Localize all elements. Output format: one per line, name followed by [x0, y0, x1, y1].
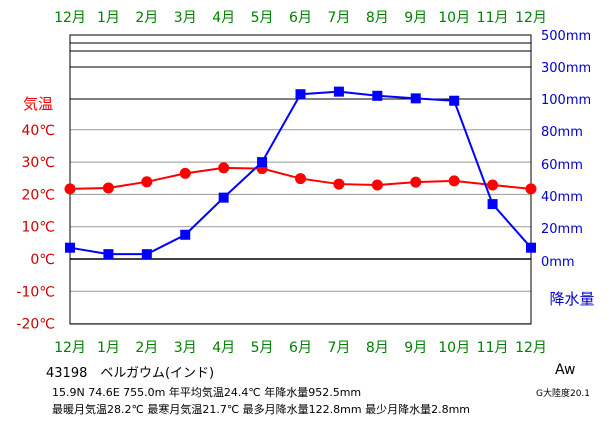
- month-label-bottom: 11月: [477, 340, 509, 356]
- left-tick-label: -20℃: [16, 317, 55, 333]
- left-axis-title: 気温: [23, 95, 53, 113]
- left-tick-label: 20℃: [21, 187, 55, 203]
- precipitation-point: [333, 86, 344, 97]
- precipitation-point: [449, 95, 460, 106]
- continentality-index: G大陸度20.1: [536, 389, 591, 399]
- month-label-bottom: 12月: [515, 340, 547, 356]
- precipitation-point: [180, 229, 191, 240]
- right-tick-label: 500mm: [541, 29, 591, 44]
- month-label-top: 8月: [366, 10, 389, 26]
- precipitation-point: [487, 199, 498, 210]
- temperature-point: [141, 176, 153, 188]
- plot-frame: [69, 34, 532, 325]
- month-label-top: 10月: [438, 10, 470, 26]
- left-tick-label: 40℃: [21, 123, 55, 139]
- month-label-bottom: 5月: [251, 340, 274, 356]
- temperature-point: [333, 178, 345, 190]
- month-label-bottom: 12月: [54, 340, 86, 356]
- right-tick-label: 300mm: [541, 61, 591, 76]
- precipitation-point: [218, 192, 229, 203]
- month-label-top: 2月: [135, 10, 158, 26]
- precipitation-point: [257, 157, 268, 168]
- station-name: 43198 ベルガウム(インド): [46, 366, 215, 381]
- precipitation-point: [103, 249, 114, 260]
- precipitation-line: [69, 90, 532, 256]
- month-label-bottom: 1月: [97, 340, 120, 356]
- temperature-point: [64, 183, 76, 195]
- station-extremes: 最暖月気温28.2℃ 最寒月気温21.7℃ 最多月降水量122.8mm 最少月降…: [52, 403, 471, 416]
- precipitation-point: [141, 249, 152, 260]
- month-label-bottom: 3月: [174, 340, 197, 356]
- temperature-point: [179, 167, 191, 179]
- precipitation-point: [295, 89, 306, 100]
- precipitation-point: [526, 242, 536, 253]
- month-label-top: 12月: [54, 10, 86, 26]
- month-label-bottom: 9月: [404, 340, 427, 356]
- right-tick-label: 60mm: [541, 158, 583, 173]
- month-label-bottom: 7月: [327, 340, 350, 356]
- left-tick-label: 30℃: [21, 155, 55, 171]
- right-tick-label: 20mm: [541, 222, 583, 237]
- right-tick-label: 0mm: [541, 255, 575, 270]
- right-tick-label: 40mm: [541, 190, 583, 205]
- station-summary: 15.9N 74.6E 755.0m 年平均気温24.4℃ 年降水量952.5m…: [52, 386, 362, 399]
- month-label-top: 5月: [251, 10, 274, 26]
- month-label-bottom: 8月: [366, 340, 389, 356]
- precipitation-point: [372, 90, 383, 101]
- month-label-bottom: 10月: [438, 340, 470, 356]
- month-label-top: 6月: [289, 10, 312, 26]
- precipitation-point: [410, 93, 421, 104]
- temperature-point: [448, 175, 460, 187]
- temperature-point: [525, 183, 537, 195]
- temperature-point: [102, 182, 114, 194]
- temperature-point: [295, 173, 306, 185]
- right-tick-label: 80mm: [541, 125, 583, 140]
- left-tick-label: 10℃: [21, 220, 55, 236]
- precipitation-point: [65, 242, 75, 253]
- temperature-point: [410, 176, 422, 188]
- month-label-top: 4月: [212, 10, 235, 26]
- right-tick-label: 100mm: [541, 93, 591, 108]
- month-label-top: 1月: [97, 10, 120, 26]
- temperature-point: [371, 179, 383, 191]
- right-axis-title: 降水量: [549, 290, 594, 308]
- month-label-top: 7月: [327, 10, 350, 26]
- temperature-point: [487, 179, 499, 191]
- month-label-bottom: 6月: [289, 340, 312, 356]
- left-tick-label: -10℃: [16, 284, 55, 300]
- month-label-top: 3月: [174, 10, 197, 26]
- month-label-bottom: 2月: [135, 340, 158, 356]
- month-label-top: 12月: [515, 10, 547, 26]
- left-tick-label: 0℃: [30, 252, 55, 268]
- temperature-point: [218, 162, 230, 174]
- month-label-top: 9月: [404, 10, 427, 26]
- koppen-class: Aw: [555, 362, 576, 378]
- month-label-top: 11月: [477, 10, 509, 26]
- month-label-bottom: 4月: [212, 340, 235, 356]
